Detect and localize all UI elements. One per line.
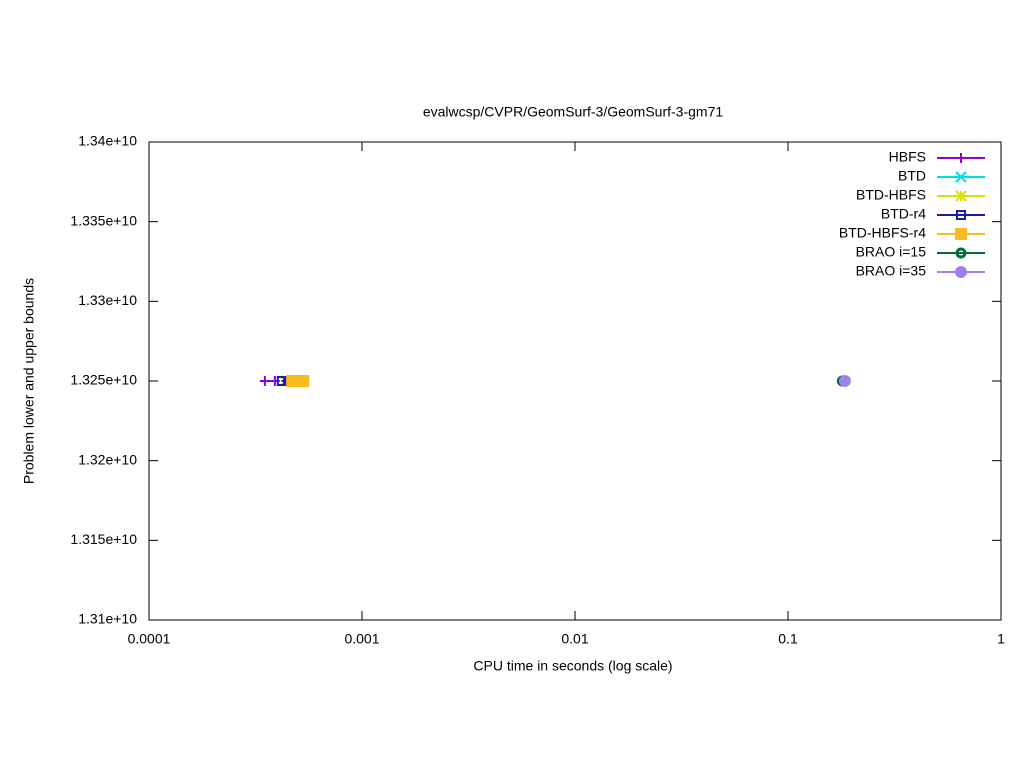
chart-title: evalwcsp/CVPR/GeomSurf-3/GeomSurf-3-gm71 bbox=[423, 104, 724, 120]
marker-shape bbox=[955, 266, 967, 278]
legend-label: BTD-r4 bbox=[881, 206, 926, 222]
legend-label: BTD bbox=[898, 168, 926, 184]
legend-label: BRAO i=15 bbox=[856, 244, 927, 260]
marker-shape bbox=[956, 210, 966, 220]
marker-shape bbox=[955, 228, 967, 240]
marker-shape bbox=[838, 375, 851, 387]
y-axis-label: Problem lower and upper bounds bbox=[21, 278, 37, 484]
marker-shape bbox=[276, 376, 287, 386]
marker-stroke bbox=[955, 190, 967, 202]
legend-label: BTD-HBFS bbox=[856, 187, 926, 203]
marker bbox=[955, 247, 967, 259]
x-tick-label: 0.001 bbox=[344, 631, 379, 647]
marker-shape bbox=[286, 375, 299, 387]
marker bbox=[276, 376, 287, 386]
marker bbox=[955, 266, 967, 278]
marker bbox=[955, 190, 967, 202]
marker-stroke bbox=[955, 171, 967, 183]
marker bbox=[955, 171, 967, 183]
y-tick-label: 1.33e+10 bbox=[78, 292, 137, 308]
marker bbox=[297, 375, 310, 387]
x-tick-label: 1 bbox=[997, 631, 1005, 647]
marker-shape bbox=[297, 375, 310, 387]
legend-label: BRAO i=35 bbox=[856, 263, 927, 279]
marker-shape bbox=[955, 247, 967, 259]
marker bbox=[286, 375, 299, 387]
x-axis-label: CPU time in seconds (log scale) bbox=[473, 658, 672, 674]
y-tick-label: 1.31e+10 bbox=[78, 611, 137, 627]
marker bbox=[956, 210, 966, 220]
marker bbox=[955, 228, 967, 240]
y-tick-label: 1.335e+10 bbox=[70, 212, 137, 228]
x-tick-label: 0.01 bbox=[561, 631, 588, 647]
y-tick-label: 1.315e+10 bbox=[70, 531, 137, 547]
y-tick-label: 1.32e+10 bbox=[78, 451, 137, 467]
marker bbox=[838, 375, 851, 387]
marker bbox=[956, 153, 966, 163]
y-tick-label: 1.34e+10 bbox=[78, 133, 137, 149]
marker bbox=[259, 376, 270, 386]
x-tick-label: 0.0001 bbox=[128, 631, 171, 647]
legend-label: BTD-HBFS-r4 bbox=[839, 225, 926, 241]
x-tick-label: 0.1 bbox=[778, 631, 798, 647]
y-tick-label: 1.325e+10 bbox=[70, 372, 137, 388]
legend-label: HBFS bbox=[889, 149, 926, 165]
